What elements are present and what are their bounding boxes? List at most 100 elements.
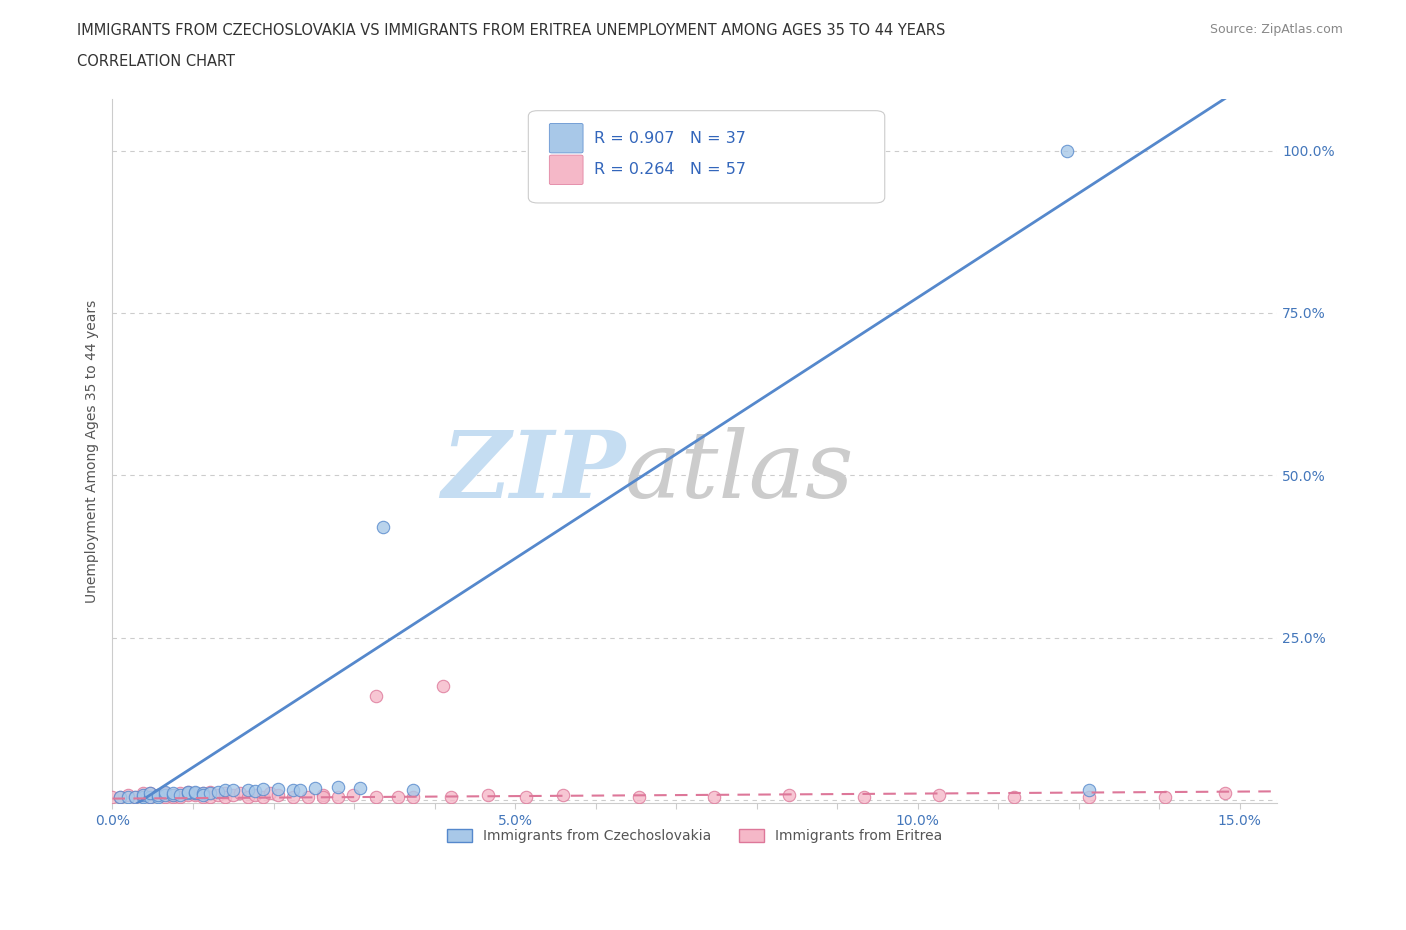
Point bbox=[290, 783, 312, 798]
Point bbox=[146, 788, 169, 803]
Point bbox=[778, 788, 800, 803]
Point bbox=[553, 788, 575, 803]
Point bbox=[162, 788, 184, 803]
Text: IMMIGRANTS FROM CZECHOSLOVAKIA VS IMMIGRANTS FROM ERITREA UNEMPLOYMENT AMONG AGE: IMMIGRANTS FROM CZECHOSLOVAKIA VS IMMIGR… bbox=[77, 23, 946, 38]
Point bbox=[252, 781, 274, 796]
Point bbox=[440, 790, 463, 804]
Text: Source: ZipAtlas.com: Source: ZipAtlas.com bbox=[1209, 23, 1343, 36]
Point bbox=[146, 790, 169, 804]
Point bbox=[153, 785, 176, 800]
Point bbox=[191, 790, 214, 804]
Point bbox=[477, 788, 499, 803]
Point bbox=[304, 781, 326, 796]
Y-axis label: Unemployment Among Ages 35 to 44 years: Unemployment Among Ages 35 to 44 years bbox=[86, 299, 100, 603]
Point bbox=[222, 783, 245, 798]
Point bbox=[312, 790, 335, 804]
Point bbox=[1002, 790, 1025, 804]
Point bbox=[117, 790, 139, 804]
Point bbox=[198, 786, 221, 801]
Point bbox=[162, 786, 184, 801]
Point bbox=[139, 786, 162, 801]
Point bbox=[184, 788, 207, 803]
Point bbox=[627, 790, 650, 804]
Point bbox=[191, 786, 214, 801]
Point bbox=[117, 788, 139, 803]
Point bbox=[191, 788, 214, 803]
Point bbox=[169, 786, 191, 801]
Point bbox=[928, 788, 950, 803]
Point bbox=[176, 785, 198, 800]
Point bbox=[1153, 790, 1175, 804]
Point bbox=[371, 520, 394, 535]
Point bbox=[131, 786, 153, 801]
Point bbox=[184, 786, 207, 801]
Point bbox=[198, 790, 221, 804]
Point bbox=[267, 788, 290, 803]
Point bbox=[139, 786, 162, 801]
Point bbox=[184, 786, 207, 801]
Point bbox=[108, 790, 131, 804]
Point bbox=[207, 785, 229, 800]
Point bbox=[432, 679, 454, 694]
Point bbox=[1078, 790, 1101, 804]
Point bbox=[387, 790, 409, 804]
Point bbox=[124, 790, 146, 804]
Point bbox=[176, 788, 198, 803]
Point bbox=[146, 788, 169, 803]
FancyBboxPatch shape bbox=[550, 155, 583, 185]
Point bbox=[349, 781, 371, 796]
Point bbox=[267, 781, 290, 796]
Point bbox=[153, 786, 176, 801]
Point bbox=[515, 790, 537, 804]
Point bbox=[281, 790, 304, 804]
Text: ZIP: ZIP bbox=[440, 427, 626, 517]
Point bbox=[326, 790, 349, 804]
Point bbox=[1078, 783, 1101, 798]
Point bbox=[703, 790, 725, 804]
Point bbox=[342, 788, 364, 803]
Point bbox=[236, 790, 259, 804]
Point bbox=[207, 788, 229, 803]
Point bbox=[229, 786, 252, 801]
Point bbox=[139, 790, 162, 804]
Point bbox=[297, 790, 319, 804]
Point bbox=[1056, 143, 1078, 158]
Point bbox=[101, 790, 124, 804]
Point bbox=[153, 788, 176, 803]
Point bbox=[214, 790, 236, 804]
Point bbox=[236, 783, 259, 798]
Point bbox=[214, 783, 236, 798]
Point bbox=[245, 784, 267, 799]
Point bbox=[131, 788, 153, 803]
Text: R = 0.264   N = 57: R = 0.264 N = 57 bbox=[593, 163, 745, 178]
Point bbox=[402, 783, 425, 798]
FancyBboxPatch shape bbox=[550, 124, 583, 153]
Point bbox=[312, 788, 335, 803]
Point bbox=[364, 790, 387, 804]
Text: atlas: atlas bbox=[626, 427, 855, 517]
Point bbox=[326, 779, 349, 794]
Point bbox=[1213, 786, 1236, 801]
Point bbox=[131, 790, 153, 804]
Point bbox=[176, 786, 198, 801]
Point bbox=[131, 788, 153, 803]
Text: R = 0.907   N = 37: R = 0.907 N = 37 bbox=[593, 130, 745, 146]
Point bbox=[198, 785, 221, 800]
FancyBboxPatch shape bbox=[529, 111, 884, 203]
Point bbox=[169, 790, 191, 804]
Point bbox=[191, 786, 214, 801]
Point bbox=[222, 788, 245, 803]
Point bbox=[108, 790, 131, 804]
Point bbox=[402, 790, 425, 804]
Point bbox=[153, 790, 176, 804]
Point bbox=[252, 790, 274, 804]
Legend: Immigrants from Czechoslovakia, Immigrants from Eritrea: Immigrants from Czechoslovakia, Immigran… bbox=[441, 824, 948, 849]
Point bbox=[214, 786, 236, 801]
Point bbox=[176, 785, 198, 800]
Point bbox=[852, 790, 875, 804]
Point bbox=[281, 783, 304, 798]
Point bbox=[169, 788, 191, 803]
Point bbox=[259, 786, 281, 801]
Point bbox=[124, 790, 146, 804]
Point bbox=[184, 785, 207, 800]
